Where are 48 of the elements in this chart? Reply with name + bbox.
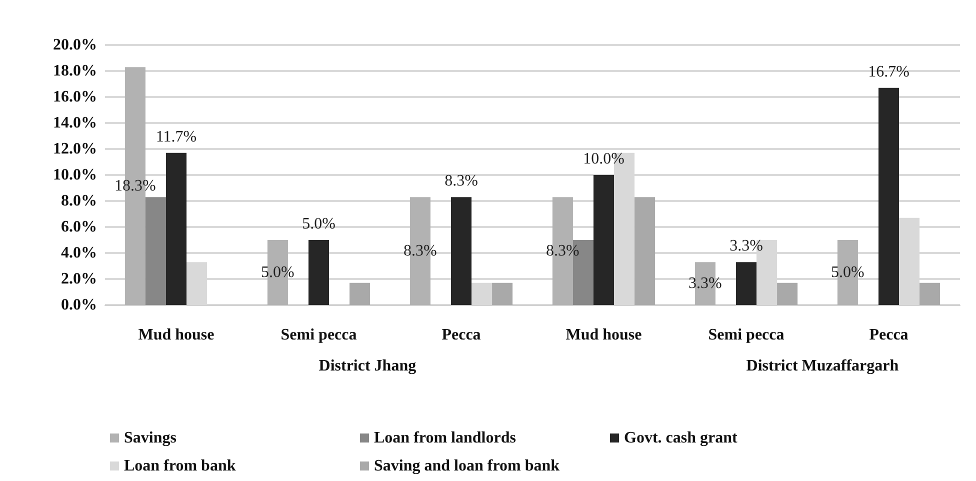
y-tick-label: 4.0% [61,244,97,262]
text: District Muzaffargarh [746,358,899,374]
bar [350,282,370,305]
bar [920,282,940,305]
data-label: 5.0% [261,264,294,281]
x-tick-label: Semi pecca [708,326,784,344]
data-label: 8.3% [444,172,478,190]
bar [634,197,656,305]
legend-label: Govt. cash grant [624,430,738,446]
y-tick-label: 6.0% [61,218,97,236]
bar [736,262,757,305]
data-label: 11.7% [156,128,197,146]
x-tick-label: Semi pecca [280,326,357,344]
x-tick-label: Pecca [869,326,908,344]
y-tick-label: 10.0% [53,166,97,184]
data-label: 3.3% [688,275,722,292]
bar [450,197,472,305]
y-tick-label: 20.0% [53,36,97,54]
data-label: 16.7% [868,63,910,80]
legend-label: Loan from landlords [374,430,516,446]
x-tick-label: Mud house [138,326,214,344]
legend-label: Savings [124,430,176,446]
y-tick-label: 18.0% [53,62,97,80]
bar [492,282,513,305]
bar [145,197,166,305]
data-label: 3.3% [730,238,763,255]
y-tick-label: 8.0% [61,192,97,210]
data-label: 10.0% [583,150,624,168]
legend-label: Loan from bank [124,458,236,474]
legend-label: Saving and loan from bank [374,458,560,474]
bar [777,282,798,305]
bar [593,175,614,305]
data-label: 5.0% [302,216,336,232]
y-tick-label: 0.0% [61,296,97,314]
y-tick-label: 12.0% [53,140,97,158]
x-tick-label: Pecca [442,326,481,344]
bar [878,88,900,305]
data-label: 8.3% [546,242,580,260]
x-tick-label: Mud house [566,326,642,344]
data-label: 18.3% [114,178,156,195]
bar [308,240,330,305]
y-tick-label: 2.0% [61,270,97,288]
y-tick-label: 16.0% [53,88,97,106]
bar [166,152,187,305]
data-label: 8.3% [404,242,437,260]
text: District Jhang [318,358,416,374]
data-label: 5.0% [831,264,864,281]
y-tick-label: 14.0% [53,114,97,132]
